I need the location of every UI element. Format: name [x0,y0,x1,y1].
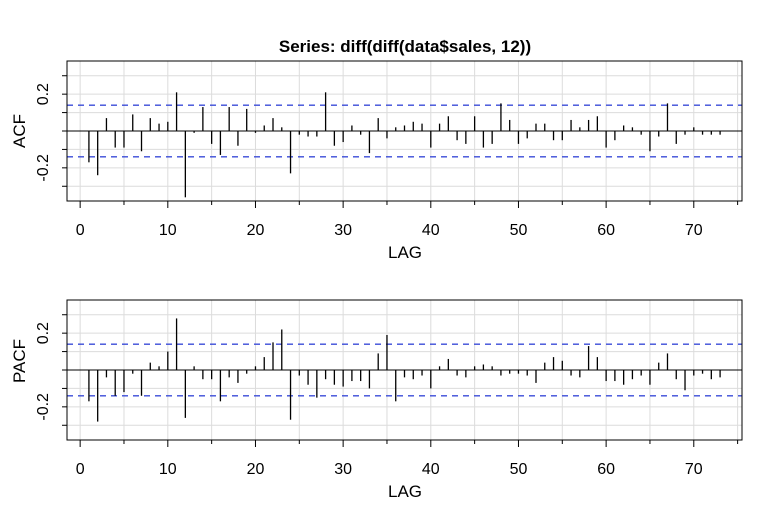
pacf-y-axis: -0.2 0.2 [35,314,67,426]
acf-x-axis: 0 10 20 30 40 50 60 70 [76,201,739,239]
pacf-x-tick-label: 0 [76,461,85,478]
acf-y-tick-label: -0.2 [35,154,52,182]
pacf-x-axis-label: LAG [388,482,422,501]
acf-x-tick-label: 0 [76,222,85,239]
pacf-x-tick-label: 60 [597,461,615,478]
acf-x-tick-label: 30 [334,222,352,239]
acf-x-tick-label: 10 [159,222,177,239]
pacf-bars [88,318,721,422]
acf-y-axis-label: ACF [10,114,29,148]
pacf-confidence-bands [67,343,742,397]
pacf-y-tick-label: -0.2 [35,393,52,421]
pacf-x-tick-label: 40 [422,461,440,478]
pacf-x-tick-label: 10 [159,461,177,478]
pacf-x-tick-label: 50 [510,461,528,478]
pacf-x-tick-label: 20 [247,461,265,478]
pacf-y-tick-label: 0.2 [35,322,52,344]
acf-x-tick-label: 40 [422,222,440,239]
acf-bars [88,92,721,198]
chart-title: Series: diff(diff(data$sales, 12)) [279,37,531,56]
acf-y-tick-label: 0.2 [35,83,52,105]
acf-confidence-bands [67,104,742,158]
acf-x-tick-label: 20 [247,222,265,239]
acf-panel: 0 10 20 30 40 50 60 70 -0.2 0.2 LAG ACF [10,60,743,262]
pacf-panel: 0 10 20 30 40 50 60 70 -0.2 0.2 LAG PACF [10,299,743,501]
acf-y-axis: -0.2 0.2 [35,75,67,187]
pacf-x-tick-label: 70 [685,461,703,478]
acf-x-axis-label: LAG [388,243,422,262]
acf-x-tick-label: 60 [597,222,615,239]
acf-x-tick-label: 50 [510,222,528,239]
pacf-y-axis-label: PACF [10,339,29,383]
pacf-x-axis: 0 10 20 30 40 50 60 70 [76,440,739,478]
pacf-x-tick-label: 30 [334,461,352,478]
acf-x-tick-label: 70 [685,222,703,239]
